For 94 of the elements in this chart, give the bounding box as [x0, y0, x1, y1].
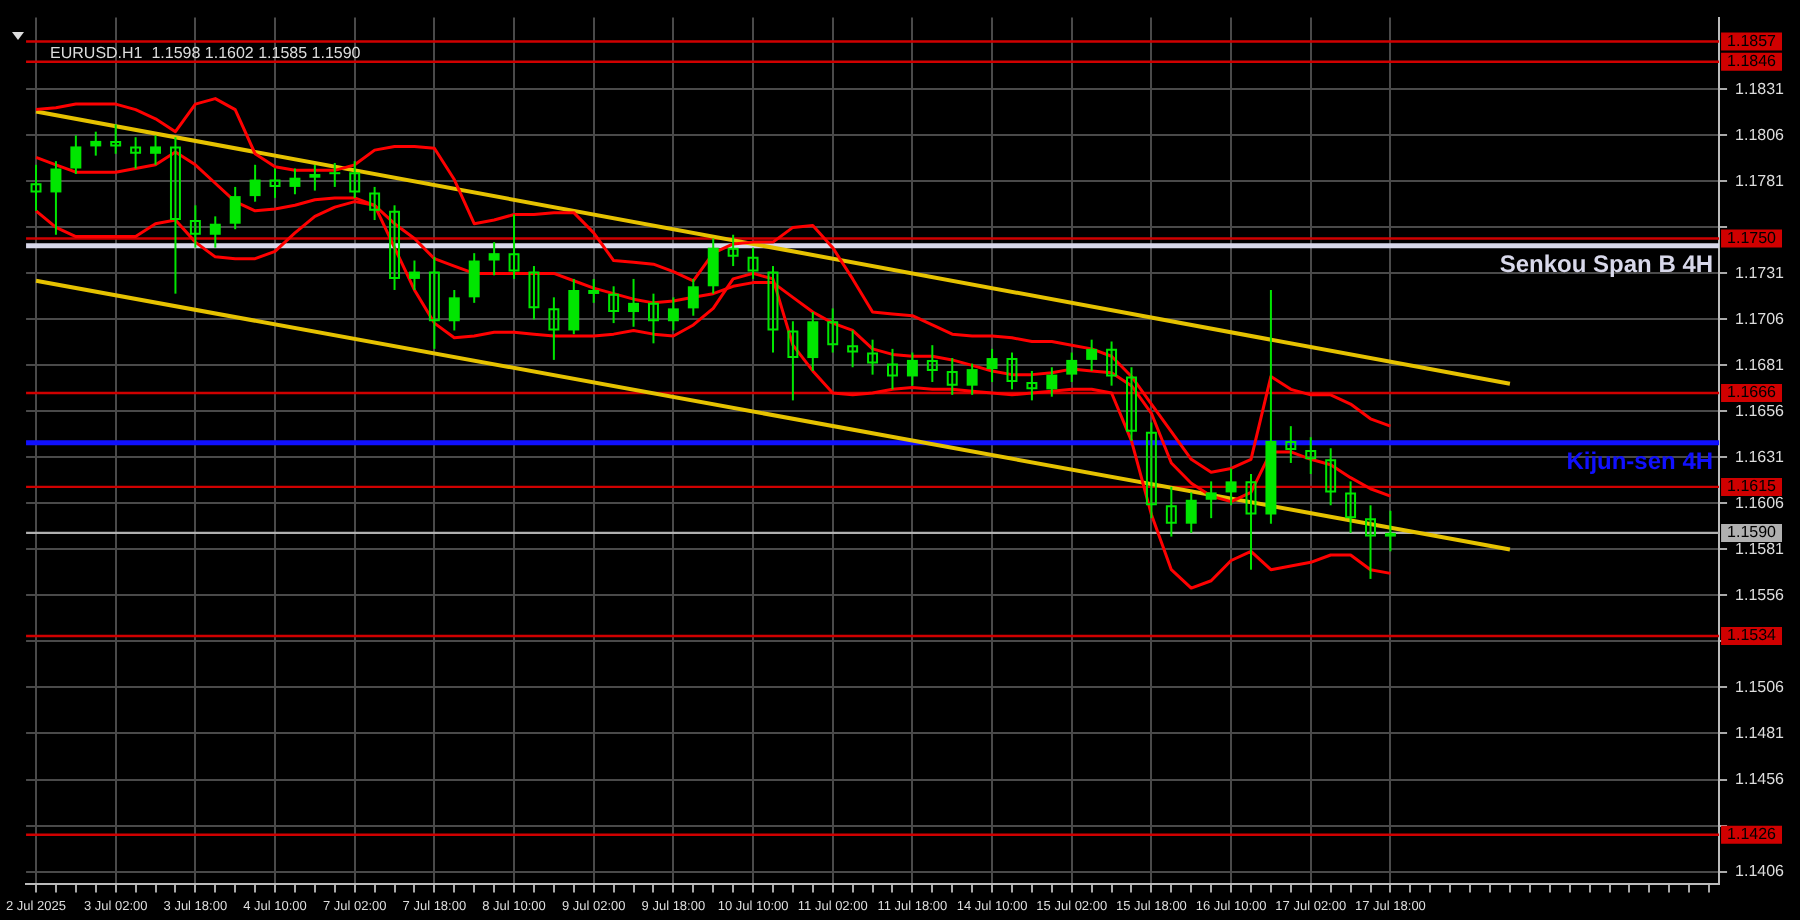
candlestick [1145, 421, 1157, 520]
candlestick [1365, 504, 1376, 580]
candlestick [1126, 366, 1137, 442]
candlestick [847, 329, 859, 369]
candlestick [1066, 351, 1078, 383]
ref-line-label: 1.1426 [1727, 825, 1778, 844]
ref-line-label: 1.1857 [1727, 31, 1778, 50]
y-tick-label: 1.1481 [1735, 723, 1786, 742]
candlestick [50, 160, 62, 236]
candlestick [169, 136, 181, 295]
candlestick [70, 134, 82, 176]
y-tick-label: 1.1831 [1735, 79, 1786, 98]
y-tick-label: 1.1631 [1735, 447, 1786, 466]
y-tick-label: 1.1731 [1735, 263, 1786, 282]
candlestick [727, 233, 739, 268]
candlestick [90, 130, 102, 157]
ref-line-label: 1.1534 [1727, 626, 1778, 645]
y-tick-label: 1.1406 [1735, 861, 1786, 880]
candlestick [1325, 447, 1337, 507]
ref-line-label: Senkou Span B 4H [1499, 250, 1714, 279]
ref-line-label: Kijun-sen 4H [1566, 447, 1714, 476]
candlestick [747, 246, 759, 280]
candlestick [1305, 436, 1317, 475]
y-tick-label: 1.1781 [1735, 171, 1786, 190]
candlestick [1046, 366, 1058, 398]
candlestick [1345, 480, 1357, 534]
candlestick [647, 292, 659, 345]
candlestick [887, 347, 898, 391]
candlestick [568, 277, 580, 336]
candlestick [229, 185, 241, 231]
candlestick [528, 265, 540, 321]
candlestick [329, 161, 341, 188]
candlestick [30, 163, 42, 212]
candlestick [1165, 485, 1177, 538]
candlestick [1086, 338, 1098, 372]
candlestick [1006, 351, 1018, 391]
y-tick-label: 1.1456 [1735, 769, 1786, 788]
candlestick [249, 163, 261, 203]
y-tick-label: 1.1506 [1735, 677, 1786, 696]
candlestick [369, 185, 381, 222]
candlestick [1384, 509, 1396, 553]
candlestick [707, 237, 719, 295]
candlestick [1026, 369, 1038, 402]
candlestick [906, 351, 918, 387]
candlestick [1225, 467, 1237, 507]
candlestick [389, 204, 401, 291]
candlestick [588, 277, 600, 304]
candlestick [687, 277, 699, 317]
ref-line-label: 1.1666 [1727, 383, 1778, 402]
candlestick [349, 160, 361, 199]
candlestick [209, 215, 221, 249]
candlestick [488, 241, 500, 277]
y-tick-label: 1.1556 [1735, 585, 1786, 604]
candlestick [608, 285, 620, 325]
candlestick [628, 277, 640, 328]
candlestick [289, 167, 301, 196]
y-tick-label: 1.1606 [1735, 493, 1786, 512]
candlestick [548, 296, 560, 361]
y-tick-label: 1.1656 [1735, 401, 1786, 420]
candlestick [667, 296, 679, 332]
candlestick [428, 255, 440, 350]
candlestick [787, 320, 799, 402]
candlestick [946, 357, 958, 396]
candlestick [448, 288, 460, 332]
candlestick [150, 134, 161, 166]
candlestick [189, 204, 201, 249]
candlestick [1205, 480, 1217, 520]
candlestick [1185, 491, 1197, 534]
candlestick [926, 344, 938, 383]
ref-line-label: 1.1590 [1727, 523, 1778, 542]
candlestick [807, 311, 819, 372]
y-tick-label: 1.1581 [1735, 539, 1786, 558]
candlestick [130, 136, 142, 170]
candlestick [1245, 473, 1257, 571]
candlestick [1285, 425, 1297, 464]
text: EURUSD.H1 1.1598 1.1602 1.1585 1.1590 [50, 44, 362, 63]
candlestick [269, 167, 281, 199]
ref-line-label: 1.1750 [1727, 228, 1778, 247]
y-tick-label: 1.1806 [1735, 125, 1786, 144]
candlestick [966, 362, 978, 396]
candlestick [508, 213, 520, 280]
y-tick-label: 1.1681 [1735, 355, 1786, 374]
candlestick [867, 338, 879, 376]
candlestick [827, 307, 839, 354]
candlestick [309, 163, 321, 192]
candlestick [767, 265, 779, 354]
y-tick-label: 1.1706 [1735, 309, 1786, 328]
candlestick [986, 347, 998, 383]
candlestick [468, 252, 480, 304]
ref-line-label: 1.1615 [1727, 477, 1778, 496]
candlestick [110, 123, 122, 155]
ref-line-label: 1.1846 [1727, 52, 1778, 71]
candlestick [408, 259, 420, 291]
candlestick [1106, 340, 1118, 387]
